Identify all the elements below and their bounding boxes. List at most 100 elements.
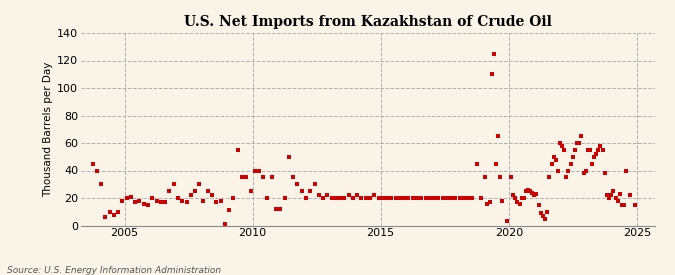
Point bbox=[109, 212, 119, 217]
Point bbox=[437, 196, 448, 200]
Point bbox=[585, 148, 595, 152]
Point bbox=[568, 155, 578, 159]
Point bbox=[313, 193, 324, 197]
Point bbox=[524, 189, 535, 193]
Point bbox=[429, 196, 439, 200]
Point bbox=[202, 189, 213, 193]
Point bbox=[96, 182, 107, 186]
Point bbox=[331, 196, 342, 200]
Point bbox=[292, 182, 303, 186]
Point bbox=[168, 182, 179, 186]
Point bbox=[548, 155, 559, 159]
Point bbox=[326, 196, 337, 200]
Point bbox=[300, 196, 311, 200]
Point bbox=[520, 189, 531, 193]
Point bbox=[535, 211, 546, 215]
Point bbox=[550, 157, 561, 162]
Point bbox=[142, 203, 153, 207]
Point bbox=[497, 199, 508, 203]
Point bbox=[198, 199, 209, 203]
Point bbox=[480, 175, 491, 180]
Point bbox=[360, 196, 371, 200]
Point bbox=[587, 161, 597, 166]
Point bbox=[215, 199, 226, 203]
Point bbox=[506, 175, 516, 180]
Point bbox=[514, 201, 525, 206]
Point bbox=[574, 141, 585, 145]
Point bbox=[512, 200, 522, 204]
Point bbox=[228, 196, 239, 200]
Point bbox=[190, 189, 200, 193]
Point bbox=[518, 196, 529, 200]
Point bbox=[508, 193, 518, 197]
Point bbox=[100, 215, 111, 219]
Point bbox=[489, 51, 500, 56]
Point bbox=[454, 196, 465, 200]
Point bbox=[467, 196, 478, 200]
Point bbox=[146, 196, 157, 200]
Point bbox=[572, 141, 583, 145]
Point bbox=[249, 168, 260, 173]
Point bbox=[390, 196, 401, 200]
Point bbox=[356, 196, 367, 200]
Point bbox=[531, 192, 542, 196]
Point bbox=[553, 168, 564, 173]
Point bbox=[559, 148, 570, 152]
Point bbox=[493, 134, 504, 138]
Point bbox=[527, 190, 538, 195]
Point bbox=[134, 199, 145, 203]
Point bbox=[578, 171, 589, 175]
Point bbox=[542, 210, 553, 214]
Point bbox=[522, 188, 533, 192]
Point bbox=[155, 200, 166, 204]
Point bbox=[593, 148, 604, 152]
Point bbox=[130, 200, 140, 204]
Point bbox=[113, 210, 124, 214]
Point bbox=[595, 144, 606, 148]
Point bbox=[441, 196, 452, 200]
Point bbox=[104, 210, 115, 214]
Point bbox=[403, 196, 414, 200]
Point bbox=[618, 203, 629, 207]
Point bbox=[555, 141, 566, 145]
Point bbox=[194, 182, 205, 186]
Point bbox=[502, 219, 512, 224]
Point bbox=[608, 189, 619, 193]
Point bbox=[92, 168, 103, 173]
Point bbox=[335, 196, 346, 200]
Point bbox=[420, 196, 431, 200]
Point bbox=[546, 161, 557, 166]
Point bbox=[416, 196, 427, 200]
Point bbox=[570, 148, 580, 152]
Point bbox=[597, 148, 608, 152]
Point bbox=[296, 189, 307, 193]
Point bbox=[339, 196, 350, 200]
Point bbox=[557, 144, 568, 148]
Point bbox=[284, 155, 294, 159]
Point bbox=[544, 175, 555, 180]
Point bbox=[318, 196, 329, 200]
Point bbox=[407, 196, 418, 200]
Point bbox=[262, 196, 273, 200]
Point bbox=[629, 203, 640, 207]
Point bbox=[207, 193, 217, 197]
Point bbox=[322, 193, 333, 197]
Point bbox=[425, 196, 435, 200]
Point bbox=[126, 194, 136, 199]
Point bbox=[181, 200, 192, 204]
Point bbox=[620, 168, 631, 173]
Point bbox=[288, 175, 298, 180]
Point bbox=[463, 196, 474, 200]
Point bbox=[185, 193, 196, 197]
Point bbox=[614, 192, 625, 196]
Point bbox=[610, 196, 621, 200]
Point bbox=[87, 161, 98, 166]
Point bbox=[172, 196, 183, 200]
Point bbox=[495, 175, 506, 180]
Point bbox=[576, 134, 587, 138]
Point bbox=[381, 196, 392, 200]
Point bbox=[476, 196, 487, 200]
Point bbox=[533, 203, 544, 207]
Point bbox=[159, 200, 170, 204]
Point bbox=[516, 196, 527, 200]
